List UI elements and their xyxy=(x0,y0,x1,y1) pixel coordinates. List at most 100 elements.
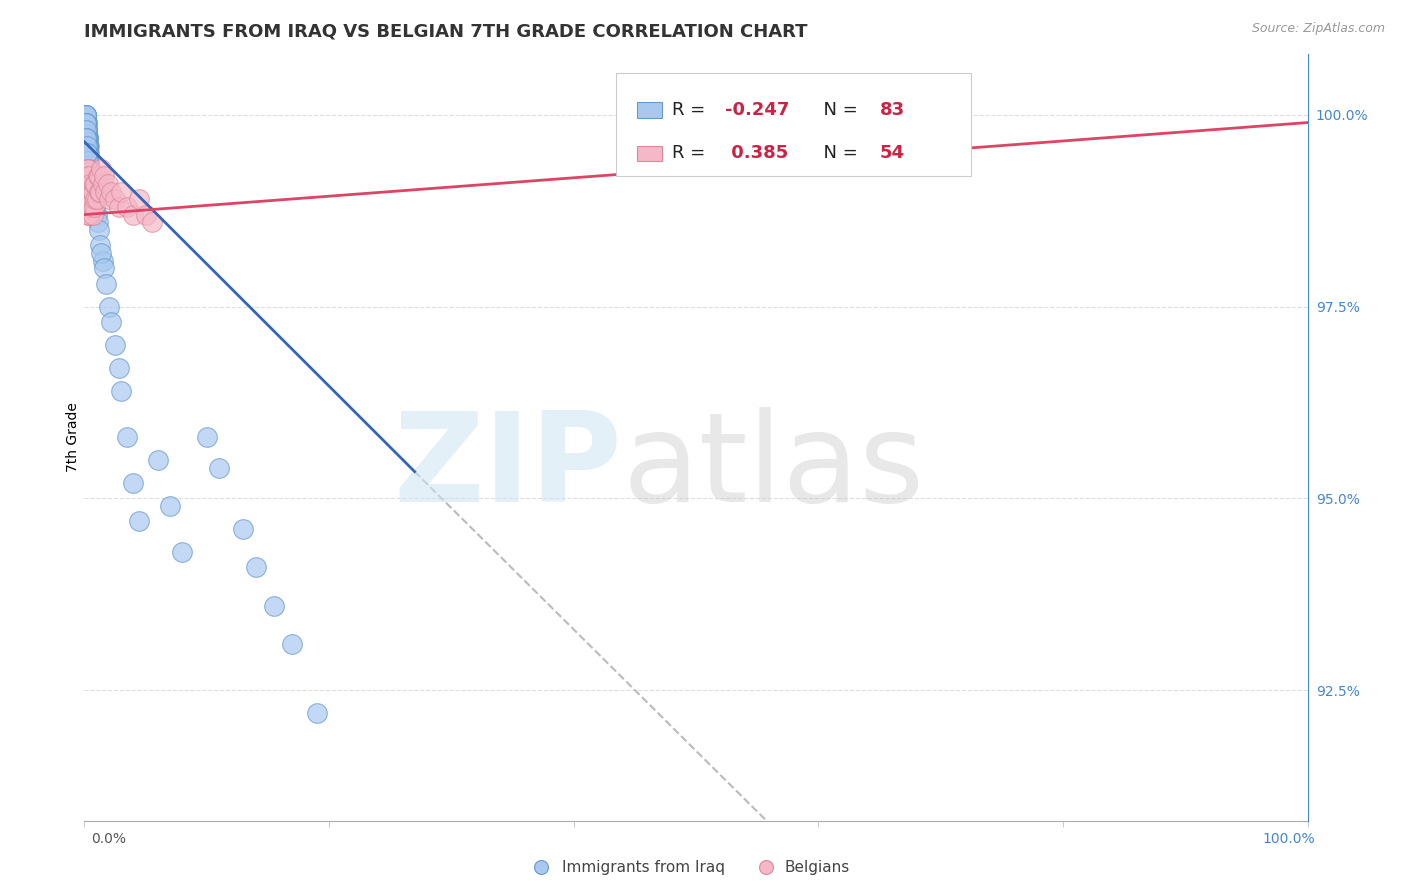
Point xyxy=(89,185,111,199)
Point xyxy=(82,177,104,191)
Point xyxy=(77,138,100,153)
Text: N =: N = xyxy=(813,101,863,120)
Point xyxy=(77,153,100,168)
Point xyxy=(83,177,105,191)
Point xyxy=(76,131,98,145)
Point xyxy=(76,138,98,153)
Point xyxy=(91,253,114,268)
Point xyxy=(77,146,100,161)
Point xyxy=(75,115,97,129)
Point xyxy=(104,338,127,352)
Point xyxy=(77,185,100,199)
Point xyxy=(208,460,231,475)
Point xyxy=(79,177,101,191)
Point xyxy=(77,161,100,176)
Point xyxy=(76,131,98,145)
Point xyxy=(79,161,101,176)
FancyBboxPatch shape xyxy=(637,103,662,118)
Point xyxy=(76,131,98,145)
Point xyxy=(76,123,98,137)
Point xyxy=(115,430,138,444)
Text: 83: 83 xyxy=(880,101,904,120)
Text: atlas: atlas xyxy=(623,408,925,528)
Point xyxy=(135,208,157,222)
Point xyxy=(76,177,98,191)
Point xyxy=(84,200,107,214)
Point xyxy=(87,215,110,229)
Point xyxy=(76,185,98,199)
Point xyxy=(76,115,98,129)
Text: Immigrants from Iraq: Immigrants from Iraq xyxy=(562,860,725,874)
Point xyxy=(245,560,267,574)
Point xyxy=(305,706,328,721)
Text: -0.247: -0.247 xyxy=(725,101,790,120)
Text: Source: ZipAtlas.com: Source: ZipAtlas.com xyxy=(1251,22,1385,36)
Point xyxy=(107,361,129,376)
Point xyxy=(77,138,100,153)
Point xyxy=(80,192,103,206)
Point xyxy=(87,223,110,237)
Point xyxy=(76,138,98,153)
Point xyxy=(84,177,107,191)
Point xyxy=(77,169,100,184)
Point xyxy=(75,115,97,129)
Point xyxy=(77,161,100,176)
Point xyxy=(76,123,98,137)
Point xyxy=(141,215,163,229)
Text: IMMIGRANTS FROM IRAQ VS BELGIAN 7TH GRADE CORRELATION CHART: IMMIGRANTS FROM IRAQ VS BELGIAN 7TH GRAD… xyxy=(84,23,808,41)
Point xyxy=(75,123,97,137)
Point xyxy=(89,238,111,252)
Text: R =: R = xyxy=(672,145,710,162)
Point xyxy=(107,200,129,214)
Point xyxy=(77,153,100,168)
Point xyxy=(159,499,181,513)
Point xyxy=(75,131,97,145)
Point xyxy=(83,192,105,206)
Text: N =: N = xyxy=(813,145,863,162)
Text: 0.385: 0.385 xyxy=(725,145,789,162)
Text: ZIP: ZIP xyxy=(394,408,623,528)
Point xyxy=(77,138,100,153)
Point xyxy=(80,200,103,214)
Point xyxy=(77,177,100,191)
Point xyxy=(232,522,254,536)
Point xyxy=(75,115,97,129)
Point xyxy=(76,185,98,199)
Point xyxy=(77,131,100,145)
Y-axis label: 7th Grade: 7th Grade xyxy=(66,402,80,472)
Point xyxy=(77,161,100,176)
Text: 54: 54 xyxy=(880,145,904,162)
Point xyxy=(75,108,97,122)
Point xyxy=(76,161,98,176)
Point xyxy=(75,177,97,191)
Point xyxy=(146,453,169,467)
Point xyxy=(82,208,104,222)
Point xyxy=(76,146,98,161)
Point xyxy=(77,146,100,161)
Point xyxy=(79,185,101,199)
Point xyxy=(77,208,100,222)
Point xyxy=(79,192,101,206)
Point xyxy=(76,115,98,129)
Point xyxy=(75,108,97,122)
Point xyxy=(75,115,97,129)
Point xyxy=(82,185,104,199)
Point xyxy=(77,200,100,214)
Point xyxy=(83,192,105,206)
Point xyxy=(80,169,103,184)
Point xyxy=(172,545,194,559)
Point xyxy=(77,146,100,161)
Point xyxy=(76,123,98,137)
Point xyxy=(77,208,100,222)
Point xyxy=(76,123,98,137)
Point xyxy=(75,108,97,122)
FancyBboxPatch shape xyxy=(616,73,972,177)
Point xyxy=(87,185,110,199)
Point xyxy=(83,200,105,214)
Point xyxy=(76,146,98,161)
Point xyxy=(77,138,100,153)
Point xyxy=(77,208,100,222)
Point xyxy=(93,261,115,276)
Point xyxy=(77,131,100,145)
Point xyxy=(128,515,150,529)
